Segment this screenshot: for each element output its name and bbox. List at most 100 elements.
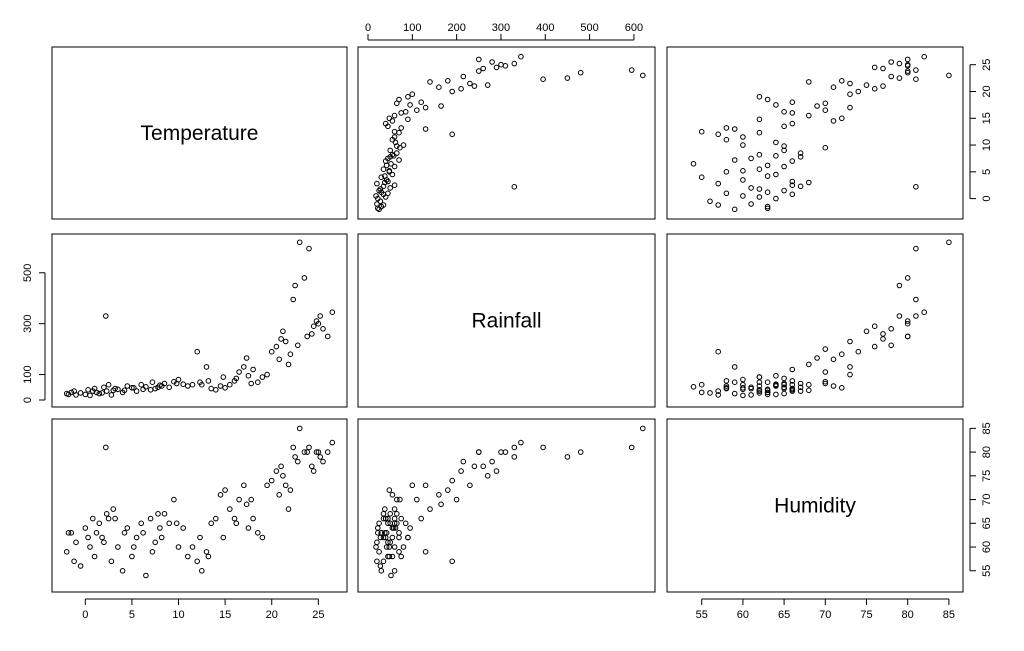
data-point [564, 454, 571, 460]
data-point [445, 487, 451, 493]
data-point [389, 151, 396, 158]
data-point [764, 96, 771, 103]
tick-label: 500 [22, 264, 34, 282]
data-point [373, 193, 379, 199]
data-point [773, 373, 779, 379]
data-point [789, 182, 796, 188]
data-point [380, 166, 387, 172]
data-point [103, 388, 110, 394]
data-point [628, 444, 635, 451]
data-point [422, 126, 429, 132]
data-point [847, 338, 853, 345]
data-point [382, 530, 388, 536]
data-point [707, 390, 713, 396]
data-point [377, 186, 384, 192]
data-point [398, 553, 405, 560]
data-point [764, 386, 771, 393]
data-point [896, 60, 903, 67]
right-axis-temperature: 0 5 10 15 20 25 [969, 59, 993, 202]
data-point [295, 342, 301, 349]
data-point [715, 348, 722, 355]
data-point [385, 190, 391, 197]
panel-rainfall-vs-temperature [51, 233, 348, 408]
data-point [375, 525, 381, 531]
data-point [268, 348, 275, 355]
data-point [946, 72, 952, 79]
data-point [731, 379, 738, 386]
data-point [781, 187, 787, 194]
data-point [839, 78, 845, 84]
data-point [282, 338, 289, 345]
data-point [839, 115, 845, 122]
data-point [147, 515, 154, 522]
data-point [904, 318, 911, 324]
data-point [389, 553, 396, 560]
data-point [921, 53, 928, 60]
data-point [855, 348, 862, 355]
data-point [723, 385, 730, 391]
data-point [131, 385, 137, 391]
data-point [715, 392, 722, 398]
data-point [467, 482, 473, 489]
data-point [236, 496, 242, 503]
data-point [304, 333, 311, 340]
data-point [781, 163, 787, 170]
data-point [396, 129, 402, 136]
data-point [740, 376, 746, 383]
data-point [690, 384, 697, 390]
data-point [254, 530, 261, 536]
data-point [756, 186, 763, 192]
data-point [387, 511, 394, 517]
data-point [789, 388, 796, 394]
data-point [138, 520, 144, 527]
data-point [764, 162, 771, 169]
tick-label: 10 [172, 609, 184, 621]
data-point [278, 463, 284, 470]
data-point [398, 125, 405, 131]
data-point [376, 520, 382, 527]
data-point [329, 309, 336, 316]
data-point [847, 91, 853, 97]
data-point [220, 534, 227, 541]
data-point [217, 492, 224, 498]
data-point [65, 391, 72, 398]
data-point [385, 515, 391, 522]
data-point [82, 525, 89, 531]
data-point [830, 356, 837, 363]
data-point [476, 56, 482, 63]
data-point [96, 390, 103, 397]
panel-frame [666, 233, 964, 408]
bottom-axis-humidity: 55 60 65 70 75 80 85 [696, 598, 955, 621]
data-point [105, 515, 112, 522]
tick-label: 5 [981, 169, 993, 175]
data-point [518, 53, 524, 60]
data-point [847, 371, 853, 378]
data-point [394, 511, 400, 517]
data-point [723, 383, 730, 389]
data-point [731, 157, 738, 163]
data-point [511, 444, 518, 451]
data-point [85, 534, 91, 541]
data-point [414, 107, 420, 113]
data-point [197, 534, 203, 541]
data-point [756, 194, 763, 200]
data-point [82, 391, 89, 398]
data-point [797, 150, 804, 156]
data-point [476, 68, 482, 74]
data-point [222, 487, 228, 493]
data-point [458, 86, 464, 92]
data-point [740, 134, 746, 140]
data-point [748, 185, 754, 191]
data-point [398, 110, 405, 116]
data-point [904, 56, 911, 63]
top-axis-rainfall: 0 100 200 300 400 500 600 [365, 22, 643, 41]
data-point [888, 326, 895, 332]
data-point [124, 525, 131, 531]
data-point [306, 444, 312, 451]
data-point [301, 275, 308, 281]
data-point [822, 100, 829, 107]
data-point [320, 458, 326, 465]
data-point [329, 439, 336, 446]
data-point [773, 153, 779, 159]
